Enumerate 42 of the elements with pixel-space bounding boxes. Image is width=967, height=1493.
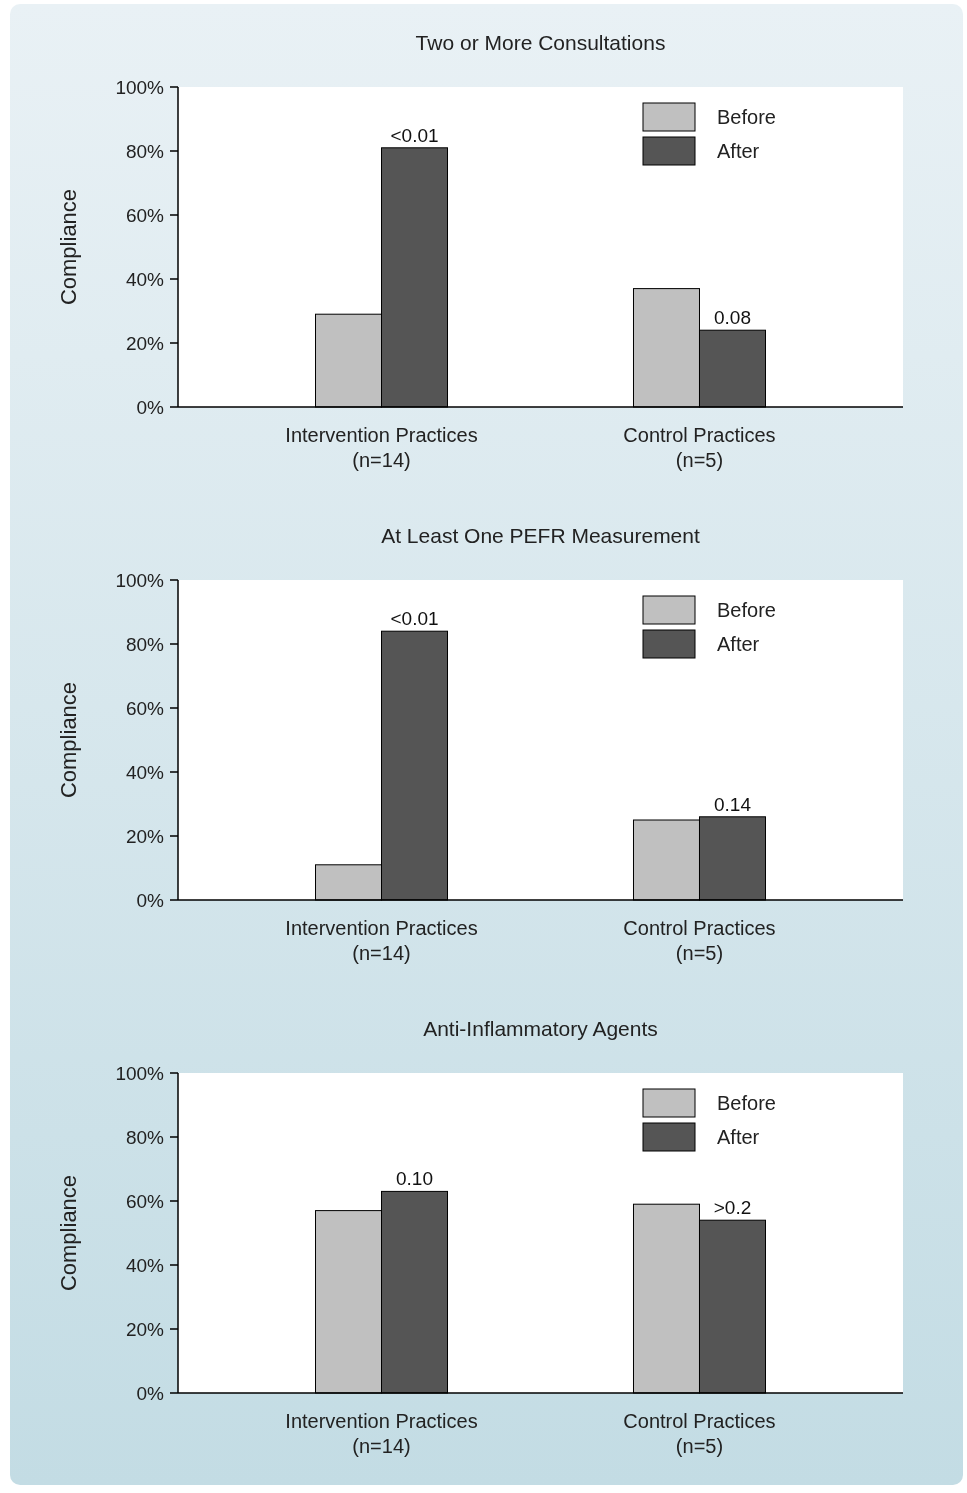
- x-tick-label: Intervention Practices (n=14): [285, 1410, 478, 1457]
- x-tick-label: Control Practices (n=5): [623, 424, 776, 471]
- annotation: 0.14: [714, 793, 752, 815]
- y-axis-title: Compliance: [56, 681, 81, 799]
- y-tick-label: 40%: [125, 761, 165, 783]
- y-tick-label: 0%: [136, 889, 165, 911]
- x-tick-label: Intervention Practices (n=14): [285, 917, 478, 964]
- y-tick-label: 20%: [125, 1318, 165, 1340]
- y-tick-label: 0%: [136, 1382, 165, 1404]
- legend-label: Before: [717, 106, 776, 128]
- annotation: 0.10: [396, 1168, 433, 1190]
- y-tick-label: 100%: [115, 76, 165, 98]
- y-tick-label: 40%: [125, 1254, 165, 1276]
- annotation: 0.08: [714, 307, 751, 329]
- y-tick-label: 20%: [125, 825, 165, 847]
- chart-title: Anti-Inflammatory Agents: [423, 1017, 658, 1040]
- chart-title: At Least One PEFR Measurement: [381, 524, 700, 547]
- y-tick-label: 80%: [125, 1126, 165, 1148]
- chart-title: Two or More Consultations: [415, 31, 666, 54]
- y-tick-label: 80%: [125, 140, 165, 162]
- y-tick-label: 40%: [125, 268, 165, 290]
- x-tick-label: Intervention Practices (n=14): [285, 424, 478, 471]
- annotation: <0.01: [390, 124, 439, 146]
- annotation: <0.01: [390, 608, 439, 630]
- x-tick-label: Control Practices (n=5): [623, 1410, 776, 1457]
- y-axis-title: Compliance: [56, 1174, 81, 1292]
- y-axis-title: Compliance: [56, 188, 81, 306]
- y-tick-label: 60%: [125, 1190, 165, 1212]
- y-tick-label: 60%: [125, 697, 165, 719]
- legend-label: After: [717, 633, 760, 655]
- legend-label: Before: [717, 599, 776, 621]
- y-tick-label: 0%: [136, 396, 165, 418]
- annotation: >0.2: [713, 1197, 752, 1219]
- y-tick-label: 80%: [125, 633, 165, 655]
- x-tick-label: Control Practices (n=5): [623, 917, 776, 964]
- y-tick-label: 100%: [115, 569, 165, 591]
- y-tick-label: 20%: [125, 332, 165, 354]
- legend-label: After: [717, 1126, 760, 1148]
- legend-label: After: [717, 140, 760, 162]
- y-tick-label: 60%: [125, 204, 165, 226]
- legend-label: Before: [717, 1092, 776, 1114]
- y-tick-label: 100%: [115, 1062, 165, 1084]
